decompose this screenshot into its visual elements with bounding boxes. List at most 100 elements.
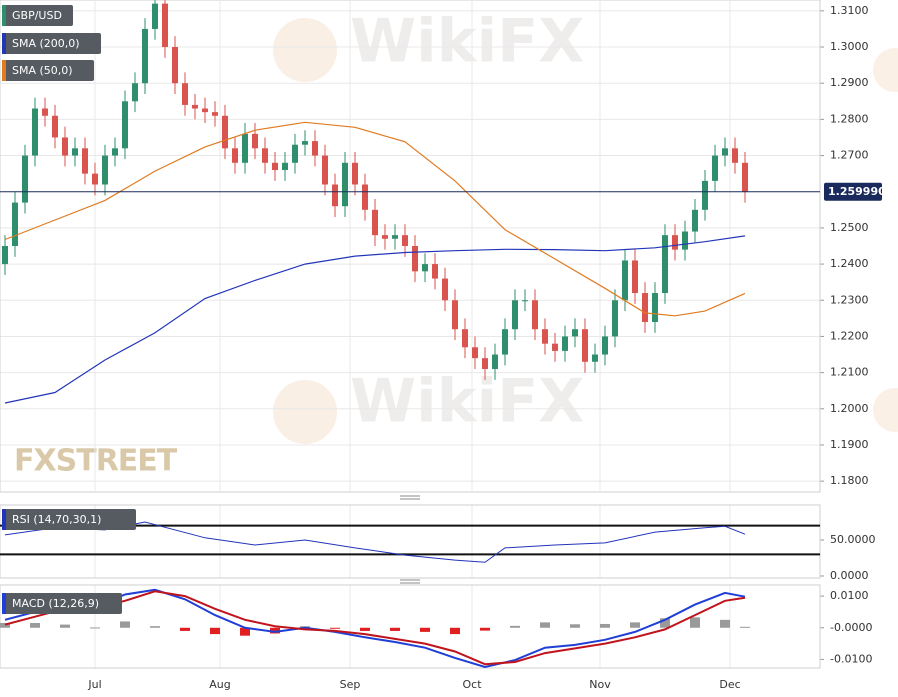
candle-body [112,148,118,156]
candle-body [572,329,578,337]
candle-body [422,264,428,272]
candle-body [622,260,628,301]
watermark-icon [273,18,337,82]
candle-body [432,264,438,279]
y-tick-label: 1.1900 [830,438,869,451]
histogram-bar [420,627,430,632]
y-tick-label: 1.2100 [830,366,869,379]
y-tick-label: 1.2200 [830,329,869,342]
y-tick-label: 1.2000 [830,402,869,415]
legend-box [2,593,122,614]
candle-body [452,300,458,330]
histogram-bar [270,627,280,634]
candle-body [212,112,218,116]
y-tick-label: 0.0100 [830,589,869,602]
legend-box [2,60,94,81]
candle-body [712,155,718,181]
watermark-icon [873,48,898,92]
candle-body [262,148,268,163]
candle-body [462,329,468,348]
last-price-box [824,182,882,201]
histogram-bar [450,627,460,635]
histogram-bar [0,623,10,628]
candle-body [742,162,748,192]
candle-body [202,108,208,113]
candle-body [702,180,708,210]
legend-box [2,5,73,26]
candle-body [612,300,618,337]
histogram-bar [740,626,750,628]
candle-body [122,101,128,149]
histogram-bar [240,627,250,636]
candle-body [522,300,528,302]
y-tick-label: 1.2900 [830,76,869,89]
candle-body [322,155,328,185]
panel-frame [0,504,821,579]
histogram-bar [180,627,190,631]
series-line [4,521,746,563]
candle-body [662,235,668,294]
candle-body [602,336,608,355]
y-tick-label: 1.2300 [830,293,869,306]
histogram-bar [210,627,220,635]
x-tick-label: Oct [462,678,482,691]
candle-body [162,3,168,48]
candle-body [132,83,138,102]
y-tick-label: 1.2500 [830,221,869,234]
legend-swatch [2,593,6,614]
candle-body [252,133,258,149]
candle-body [632,260,638,294]
legend-label: SMA (50,0) [12,64,73,77]
candle-body [532,300,538,330]
histogram-bar [540,622,550,628]
candle-body [92,173,98,185]
legend-box [2,33,101,54]
histogram-bar [360,627,370,631]
candle-body [292,144,298,163]
legend-label: RSI (14,70,30,1) [12,513,101,526]
watermarks: WikiFX WikiFX [273,7,898,444]
candle-body [642,293,648,322]
histogram-bar [390,627,400,631]
y-tick-label: 1.2400 [830,257,869,270]
histogram-bar [630,622,640,628]
legend-swatch [2,509,6,530]
candle-body [582,329,588,362]
candle-body [22,155,28,203]
histogram-bar [480,627,490,631]
candle-body [152,3,158,29]
candle-body [42,108,48,116]
candle-body [342,162,348,207]
y-tick-label: 0.0000 [830,569,869,582]
candle-body [352,162,358,185]
y-tick-label: 1.2800 [830,112,869,125]
legend-label: SMA (200,0) [12,37,80,50]
watermark-text: WikiFX [350,367,584,437]
x-tick-label: Aug [209,678,230,691]
histogram-bar [90,627,100,629]
legend-box [2,509,136,530]
candle-body [242,133,248,163]
histogram-bar [720,619,730,628]
legend-label: MACD (12,26,9) [12,597,99,610]
candle-body [652,293,658,322]
y-tick-label: 50.0000 [830,533,876,546]
x-tick-label: Dec [719,678,740,691]
x-tick-label: Nov [589,678,611,691]
histogram-bar [690,617,700,628]
histogram-bar [120,621,130,628]
histogram-bar [60,624,70,628]
series-line [4,235,746,404]
watermark-icon [873,388,898,432]
candle-body [442,278,448,301]
y-tick-label: 1.3000 [830,40,869,53]
candle-body [2,246,8,265]
histogram-bar [600,623,610,628]
y-tick-label: 1.2700 [830,149,869,162]
candle-body [402,235,408,246]
logo: FXSTREET [14,444,178,479]
candle-body [272,162,278,171]
legend-swatch [2,33,6,54]
